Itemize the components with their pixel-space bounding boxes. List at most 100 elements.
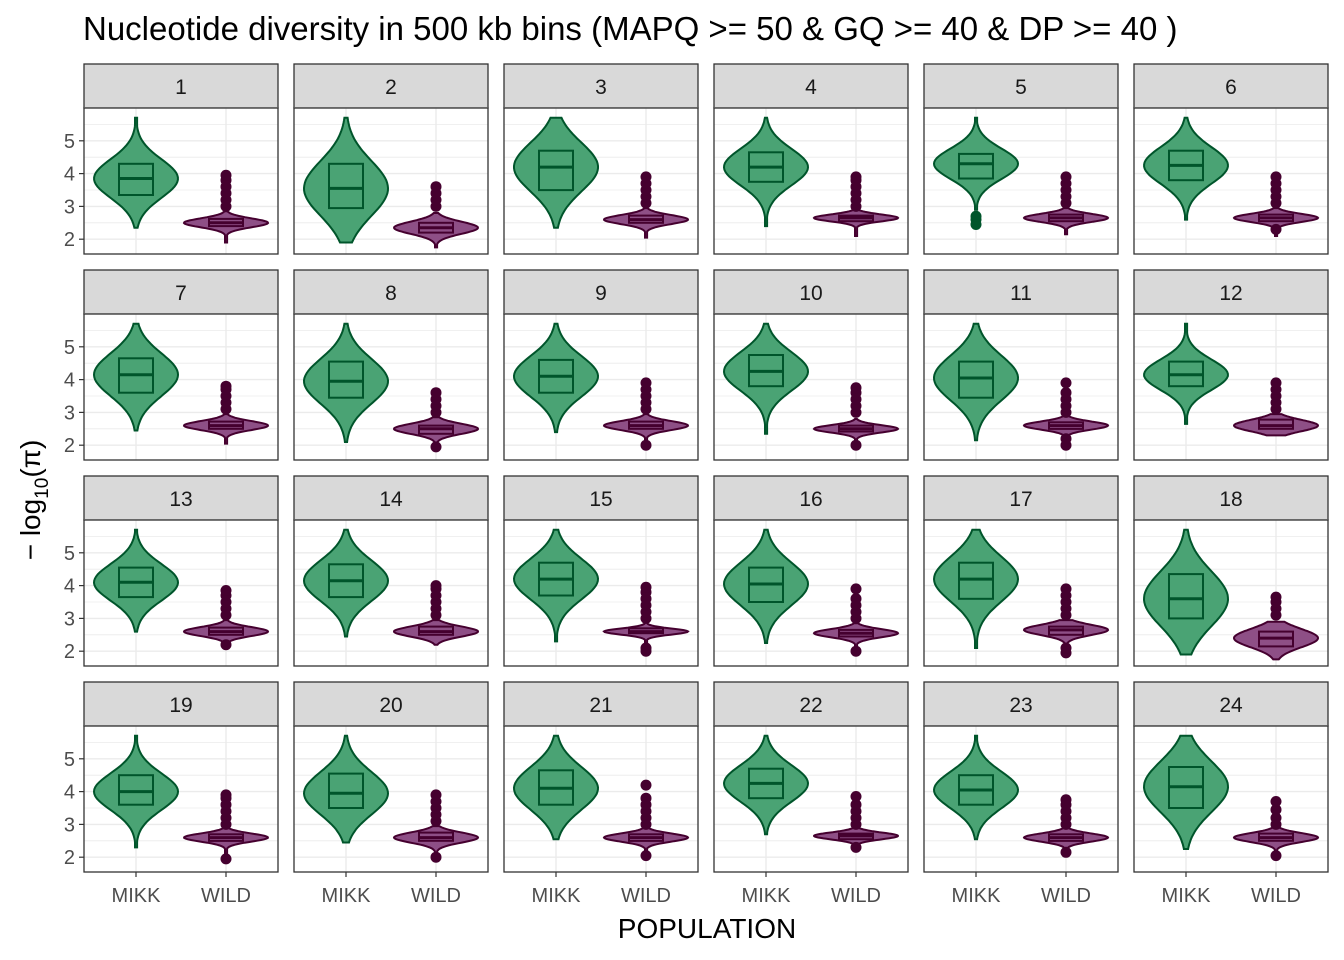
box-mikk [328, 772, 364, 809]
facet-strip-label: 19 [169, 694, 192, 717]
panel-border [83, 313, 279, 461]
box-mikk [538, 149, 574, 192]
x-tick-label: MIKK [1162, 885, 1212, 907]
outlier-point [430, 789, 442, 801]
outlier-point [220, 639, 232, 651]
outlier-point [970, 210, 982, 222]
facet-strip [713, 63, 909, 109]
outlier-point [1270, 223, 1282, 235]
facet-strip [923, 63, 1119, 109]
y-tick-label: 5 [64, 749, 75, 771]
facet-panel-7: 7 2 3 4 5 [64, 269, 279, 461]
y-tick-label: 5 [64, 337, 75, 359]
y-tick-label: 5 [64, 131, 75, 153]
facet-strip-label: 16 [799, 488, 822, 511]
outlier-point [1060, 171, 1072, 183]
outlier-point [430, 441, 442, 453]
violin-wild [812, 418, 900, 448]
facet-strip-label: 3 [595, 76, 607, 99]
y-tick-label: 2 [64, 229, 75, 251]
facet-panel-24: 24 MIKK WILD [1133, 681, 1329, 907]
facet-panel-5: 5 [923, 63, 1119, 255]
facet-panel-4: 4 [713, 63, 909, 255]
panel-border [503, 519, 699, 667]
facet-strip [1133, 681, 1329, 727]
y-axis-title-suffix: (π) [15, 440, 46, 478]
facet-strip-label: 24 [1219, 694, 1243, 717]
y-axis-title-prefix: − log [15, 499, 46, 561]
outlier-point [1270, 850, 1282, 862]
panel-border [1133, 519, 1329, 667]
y-tick-label: 4 [64, 370, 75, 392]
outlier-point [850, 841, 862, 853]
y-tick-label: 3 [64, 402, 75, 424]
box-mikk [118, 774, 154, 806]
y-tick-label: 2 [64, 847, 75, 869]
panel-border [713, 519, 909, 667]
outlier-point [640, 581, 652, 593]
facet-strip-label: 22 [799, 694, 822, 717]
facet-strip [713, 475, 909, 521]
panel-border [503, 313, 699, 461]
facet-panel-10: 10 [713, 269, 909, 461]
panel-border [503, 107, 699, 255]
facet-panel-11: 11 [923, 269, 1119, 461]
panel-border [293, 519, 489, 667]
x-tick-label: MIKK [112, 885, 162, 907]
panel-border [83, 725, 279, 873]
outlier-point [640, 377, 652, 389]
panel-border [1133, 313, 1329, 461]
outlier-point [850, 593, 862, 605]
panel-border [713, 725, 909, 873]
outlier-point [850, 583, 862, 595]
y-tick-label: 5 [64, 543, 75, 565]
outlier-point [850, 439, 862, 451]
facet-strip-label: 7 [175, 282, 187, 305]
facet-panel-14: 14 [293, 475, 489, 667]
facet-panel-21: 21 MIKK WILD [503, 681, 699, 907]
panel-border [923, 519, 1119, 667]
outlier-point [1060, 642, 1072, 654]
facet-strip [83, 269, 279, 315]
facet-panel-19: 19 2 3 4 5 MIKK WILD [64, 681, 279, 907]
outlier-point [220, 789, 232, 801]
facet-strip [923, 681, 1119, 727]
facet-panel-1: 1 2 3 4 5 [64, 63, 279, 255]
panel-border [293, 725, 489, 873]
facet-strip [293, 475, 489, 521]
x-tick-label: MIKK [742, 885, 792, 907]
y-tick-label: 3 [64, 608, 75, 630]
facet-panel-13: 13 2 3 4 5 [64, 475, 279, 667]
facet-strip-label: 15 [589, 488, 612, 511]
panel-border [83, 107, 279, 255]
facet-panel-8: 8 [293, 269, 489, 461]
facet-strip-label: 20 [379, 694, 402, 717]
box-mikk [328, 162, 364, 210]
facet-strip-label: 14 [379, 488, 403, 511]
panel-border [923, 107, 1119, 255]
outlier-point [430, 387, 442, 399]
y-tick-label: 2 [64, 641, 75, 663]
facet-strip [293, 63, 489, 109]
facet-strip-label: 23 [1009, 694, 1032, 717]
facet-strip-label: 6 [1225, 76, 1237, 99]
facet-strip-label: 13 [169, 488, 192, 511]
outlier-point [1270, 796, 1282, 807]
x-tick-label: MIKK [322, 885, 372, 907]
facet-strip-label: 11 [1010, 282, 1032, 305]
outlier-point [1270, 171, 1282, 183]
box-mikk [328, 360, 364, 399]
outlier-point [850, 645, 862, 657]
facet-strip-label: 8 [385, 282, 397, 305]
facet-panel-16: 16 [713, 475, 909, 667]
facet-strip [923, 269, 1119, 315]
x-tick-label: WILD [831, 885, 881, 907]
outlier-point [1270, 804, 1282, 816]
facet-strip [1133, 63, 1329, 109]
outlier-point [220, 853, 232, 865]
facet-strip-label: 10 [799, 282, 822, 305]
facet-panel-15: 15 [503, 475, 699, 667]
x-tick-label: WILD [411, 885, 461, 907]
outlier-point [1060, 387, 1072, 399]
